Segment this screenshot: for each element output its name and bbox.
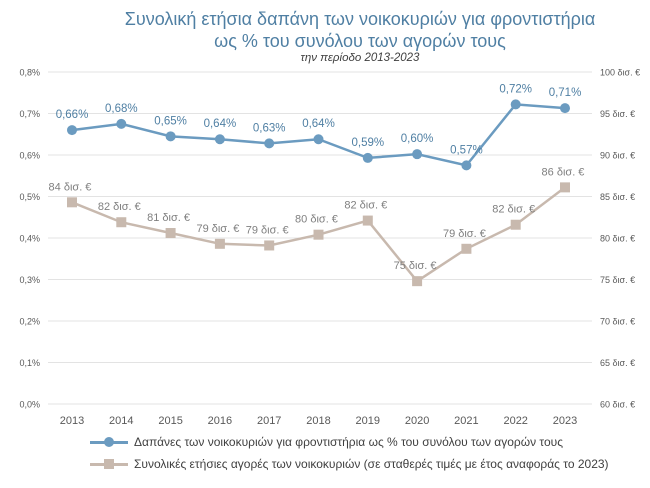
x-axis-tick-label: 2014	[109, 415, 133, 427]
chart-subtitle: την περίοδο 2013-2023	[300, 52, 420, 64]
series-1-data-label: 0,64%	[302, 118, 335, 130]
series-1-point	[165, 131, 176, 142]
series-1-data-label: 0,66%	[56, 109, 89, 121]
series-2-data-label: 84 δισ. €	[49, 181, 92, 193]
right-axis-tick-label: 75 δισ. €	[600, 275, 635, 285]
left-axis-tick-label: 0,2%	[19, 317, 40, 327]
series-2-data-label: 82 δισ. €	[492, 204, 535, 216]
series-2-data-label: 82 δισ. €	[98, 201, 141, 213]
left-axis-tick-label: 0,3%	[19, 275, 40, 285]
right-axis-tick-label: 90 δισ. €	[600, 151, 635, 161]
series-2-data-label: 81 δισ. €	[147, 212, 190, 224]
series-2-point	[214, 238, 225, 249]
series-1-data-label: 0,68%	[105, 103, 138, 115]
series-2-data-label: 82 δισ. €	[344, 200, 387, 212]
series-2-point	[560, 182, 570, 193]
x-axis-tick-label: 2020	[405, 415, 429, 427]
x-axis-tick-label: 2015	[158, 415, 182, 427]
left-axis-tick-label: 0,0%	[19, 400, 40, 410]
right-axis-tick-label: 85 δισ. €	[600, 192, 635, 202]
left-axis-tick-label: 0,4%	[19, 234, 40, 244]
series-1-point	[412, 149, 423, 160]
series-2-data-label: 75 δισ. €	[394, 260, 437, 272]
series-2-data-label: 79 δισ. €	[443, 228, 486, 240]
series-2-data-label: 80 δισ. €	[295, 214, 338, 226]
series-2-point	[67, 197, 77, 208]
x-axis-tick-label: 2022	[503, 415, 527, 427]
legend-swatch-square-icon	[90, 457, 128, 471]
x-axis-tick-label: 2017	[257, 415, 281, 427]
right-axis-tick-label: 100 δισ. €	[600, 68, 640, 78]
x-axis-tick-label: 2023	[553, 415, 577, 427]
right-axis-tick-label: 65 δισ. €	[600, 358, 635, 368]
series-1-point	[510, 99, 521, 110]
left-axis-tick-label: 0,5%	[19, 192, 40, 202]
series-2-data-label: 79 δισ. €	[246, 224, 289, 236]
right-axis-tick-label: 60 δισ. €	[600, 400, 635, 410]
series-2-point	[116, 217, 127, 228]
series-2-data-label: 86 δισ. €	[542, 166, 585, 178]
series-1-data-label: 0,71%	[549, 87, 582, 99]
right-axis-tick-label: 80 δισ. €	[600, 234, 635, 244]
series-1-data-label: 0,60%	[401, 133, 434, 145]
legend-label-series-1: Δαπάνες των νοικοκυριών για φροντιστήρια…	[134, 435, 564, 449]
series-1-point	[313, 134, 324, 145]
chart-title-line-1: Συνολική ετήσια δαπάνη των νοικοκυριών γ…	[124, 9, 596, 29]
legend-item-series-2: Συνολικές ετήσιες αγορές των νοικοκυριών…	[90, 453, 609, 475]
series-1-point	[362, 152, 373, 163]
series-1-data-label: 0,63%	[253, 122, 286, 134]
x-axis-tick-label: 2016	[208, 415, 232, 427]
legend-item-series-1: Δαπάνες των νοικοκυριών για φροντιστήρια…	[90, 431, 609, 453]
right-axis-tick-label: 95 δισ. €	[600, 109, 635, 119]
series-1-data-label: 0,64%	[204, 118, 237, 130]
series-1-point	[264, 138, 275, 149]
left-axis-tick-label: 0,8%	[19, 68, 40, 78]
series-1-point	[560, 103, 570, 114]
chart-title-line-2: ως % του συνόλου των αγορών τους	[214, 31, 506, 51]
series-2-data-label: 79 δισ. €	[196, 223, 239, 235]
series-2-point	[313, 229, 324, 240]
left-axis-tick-label: 0,6%	[19, 151, 40, 161]
series-1-point	[67, 125, 77, 136]
series-1-point	[214, 134, 225, 145]
series-1-data-label: 0,65%	[154, 115, 187, 127]
series-1-point	[116, 118, 127, 129]
x-axis-tick-label: 2019	[356, 415, 380, 427]
series-1-point	[461, 160, 472, 171]
series-1-data-label: 0,72%	[499, 83, 532, 95]
series-2-point	[264, 240, 275, 251]
series-2-point	[461, 243, 472, 254]
series-2-point	[412, 276, 423, 287]
series-1-data-label: 0,59%	[351, 137, 384, 149]
series-1-data-label: 0,57%	[450, 144, 483, 156]
legend-swatch-circle-icon	[90, 435, 128, 449]
chart-legend: Δαπάνες των νοικοκυριών για φροντιστήρια…	[90, 431, 609, 475]
series-2-point	[510, 219, 521, 230]
series-2-point	[362, 215, 373, 226]
x-axis-tick-label: 2018	[306, 415, 330, 427]
right-axis-tick-label: 70 δισ. €	[600, 317, 635, 327]
legend-label-series-2: Συνολικές ετήσιες αγορές των νοικοκυριών…	[134, 457, 609, 471]
x-axis-tick-label: 2021	[454, 415, 478, 427]
series-2-point	[165, 228, 176, 239]
left-axis-tick-label: 0,7%	[19, 109, 40, 119]
left-axis-tick-label: 0,1%	[19, 358, 40, 368]
x-axis-tick-label: 2013	[60, 415, 84, 427]
chart-title-block: Συνολική ετήσια δαπάνη των νοικοκυριών γ…	[0, 8, 650, 64]
